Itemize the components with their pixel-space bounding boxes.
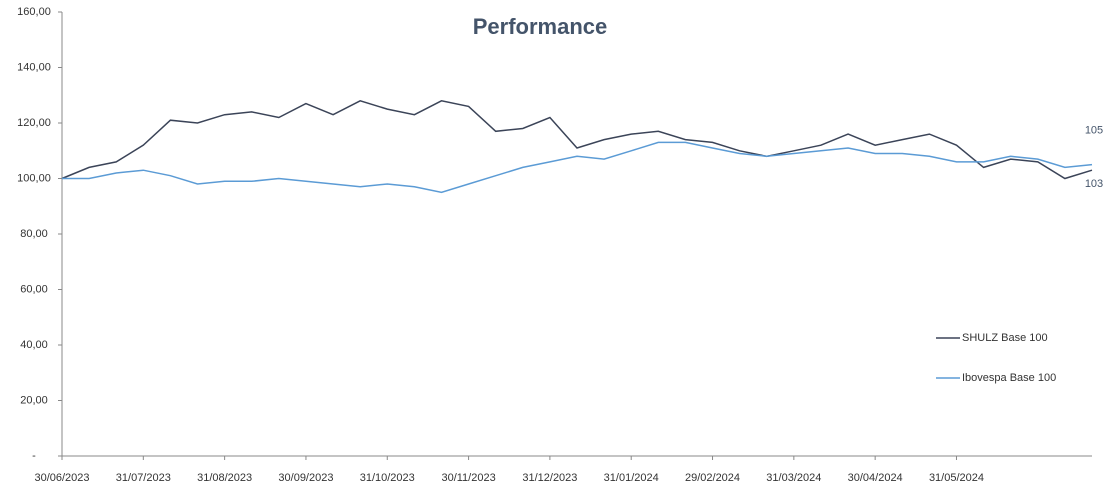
- y-tick-label: 60,00: [20, 283, 48, 295]
- x-tick-label: 31/10/2023: [360, 472, 415, 484]
- x-tick-label: 31/12/2023: [522, 472, 577, 484]
- y-tick-label: 120,00: [17, 117, 51, 129]
- legend-label: Ibovespa Base 100: [962, 372, 1056, 384]
- value-label: 103: [1085, 178, 1103, 190]
- legend-label: SHULZ Base 100: [962, 332, 1048, 344]
- y-tick-label: 140,00: [17, 61, 51, 73]
- y-tick-label: -: [32, 450, 36, 462]
- x-tick-label: 31/03/2024: [766, 472, 821, 484]
- series-line: [62, 141, 1093, 194]
- y-tick-label: 160,00: [17, 6, 51, 18]
- x-tick-label: 31/01/2024: [604, 472, 659, 484]
- x-tick-label: 30/09/2023: [278, 472, 333, 484]
- x-tick-label: 30/06/2023: [34, 472, 89, 484]
- x-tick-label: 29/02/2024: [685, 472, 740, 484]
- y-tick-label: 100,00: [17, 172, 51, 184]
- x-tick-label: 31/05/2024: [929, 472, 984, 484]
- x-tick-label: 30/11/2023: [441, 472, 495, 484]
- value-label: 105: [1085, 125, 1103, 137]
- y-tick-label: 40,00: [20, 339, 48, 351]
- series-line: [61, 99, 1093, 180]
- y-tick-label: 80,00: [20, 228, 48, 240]
- chart-title: Performance: [473, 14, 608, 39]
- x-tick-label: 31/08/2023: [197, 472, 252, 484]
- x-tick-label: 30/04/2024: [848, 472, 903, 484]
- x-tick-label: 31/07/2023: [116, 472, 171, 484]
- y-tick-label: 20,00: [20, 394, 48, 406]
